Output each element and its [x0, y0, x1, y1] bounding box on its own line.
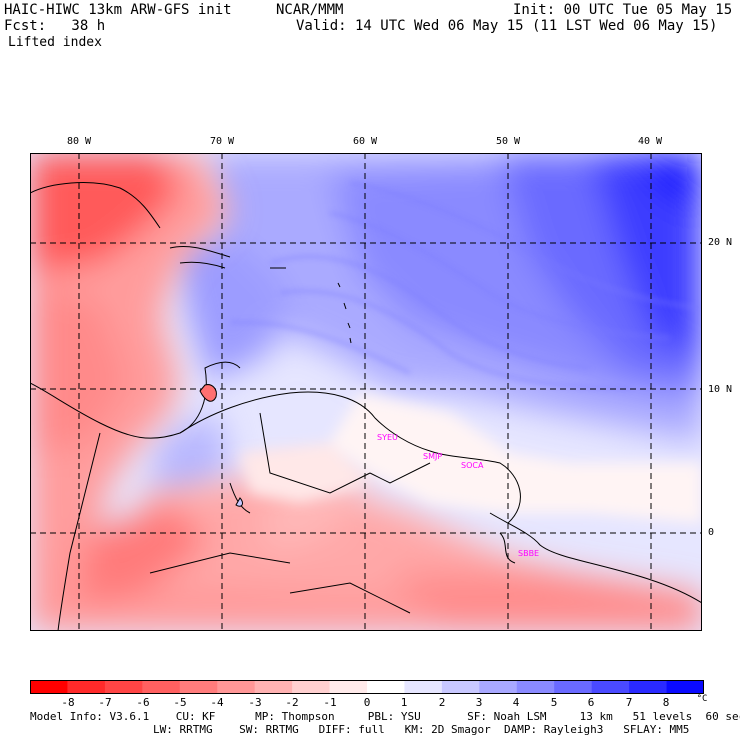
colorbar-swatch	[329, 680, 368, 694]
lon-label-80w: 80 W	[67, 136, 92, 147]
cbar-label: 6	[587, 696, 595, 709]
colorbar-swatch	[254, 680, 293, 694]
cbar-label: 8	[662, 696, 670, 709]
stations: SYEU SMJP SOCA SBBE	[377, 433, 539, 558]
neutral-band	[240, 393, 702, 523]
colorbar-swatch	[217, 680, 256, 694]
colorbar-swatch	[179, 680, 218, 694]
stable-region	[150, 153, 702, 513]
lon-label-70w: 70 W	[210, 136, 235, 147]
station-syeu: SYEU	[377, 433, 398, 442]
cbar-label: -8	[61, 696, 75, 709]
cbar-label: -5	[173, 696, 187, 709]
forecast-hour: Fcst: 38 h	[4, 18, 106, 34]
colorbar-swatch	[516, 680, 555, 694]
lon-label-60w: 60 W	[353, 136, 378, 147]
cbar-label: -2	[285, 696, 299, 709]
model-info-line1: Model Info: V3.6.1 CU: KF MP: Thompson P…	[30, 710, 740, 723]
org-label: NCAR/MMM	[276, 2, 344, 18]
cbar-label: 3	[475, 696, 483, 709]
colorbar-swatch	[30, 680, 68, 694]
lon-label-50w: 50 W	[496, 136, 521, 147]
colorbar-swatch	[142, 680, 181, 694]
cbar-label: 7	[625, 696, 633, 709]
cbar-label: 0	[363, 696, 371, 709]
lifted-index-map: SYEU SMJP SOCA SBBE	[30, 153, 702, 631]
station-soca: SOCA	[461, 461, 484, 470]
colorbar-swatch	[67, 680, 106, 694]
cbar-label: 2	[438, 696, 446, 709]
colorbar-swatch	[104, 680, 143, 694]
model-title: HAIC-HIWC 13km ARW-GFS init	[4, 2, 232, 18]
cbar-label: 4	[512, 696, 520, 709]
map-frame	[30, 153, 702, 631]
cbar-unit: °C	[696, 694, 708, 704]
colorbar-swatch	[666, 680, 704, 694]
lat-label-10n: 10 N	[708, 384, 733, 395]
init-time: Init: 00 UTC Tue 05 May 15	[513, 2, 733, 18]
station-smjp: SMJP	[423, 452, 442, 461]
model-info-line2: LW: RRTMG SW: RRTMG DIFF: full KM: 2D Sm…	[153, 723, 690, 736]
colorbar-swatch	[479, 680, 518, 694]
lat-label-20n: 20 N	[708, 237, 733, 248]
colorbar-swatch	[554, 680, 593, 694]
coastlines	[30, 182, 702, 631]
cbar-label: -3	[248, 696, 262, 709]
cbar-label: -6	[136, 696, 150, 709]
colorbar-swatch	[629, 680, 668, 694]
cbar-label: 5	[550, 696, 558, 709]
cbar-label: -4	[210, 696, 224, 709]
valid-time: Valid: 14 UTC Wed 06 May 15 (11 LST Wed …	[296, 18, 718, 34]
colorbar	[30, 680, 704, 694]
colorbar-swatch	[367, 680, 405, 694]
cbar-label: -7	[98, 696, 112, 709]
station-sbbe: SBBE	[518, 549, 539, 558]
cbar-label: 1	[400, 696, 408, 709]
colorbar-frame	[30, 680, 704, 694]
colorbar-swatch	[292, 680, 331, 694]
graticule	[30, 153, 702, 631]
colorbar-swatch	[441, 680, 480, 694]
cbar-label: -1	[323, 696, 337, 709]
colorbar-swatch	[404, 680, 443, 694]
lat-label-0: 0	[708, 527, 715, 538]
field-name: Lifted index	[8, 35, 102, 50]
lon-label-40w: 40 W	[638, 136, 663, 147]
cloud-bands	[229, 181, 702, 390]
colorbar-swatch	[591, 680, 630, 694]
